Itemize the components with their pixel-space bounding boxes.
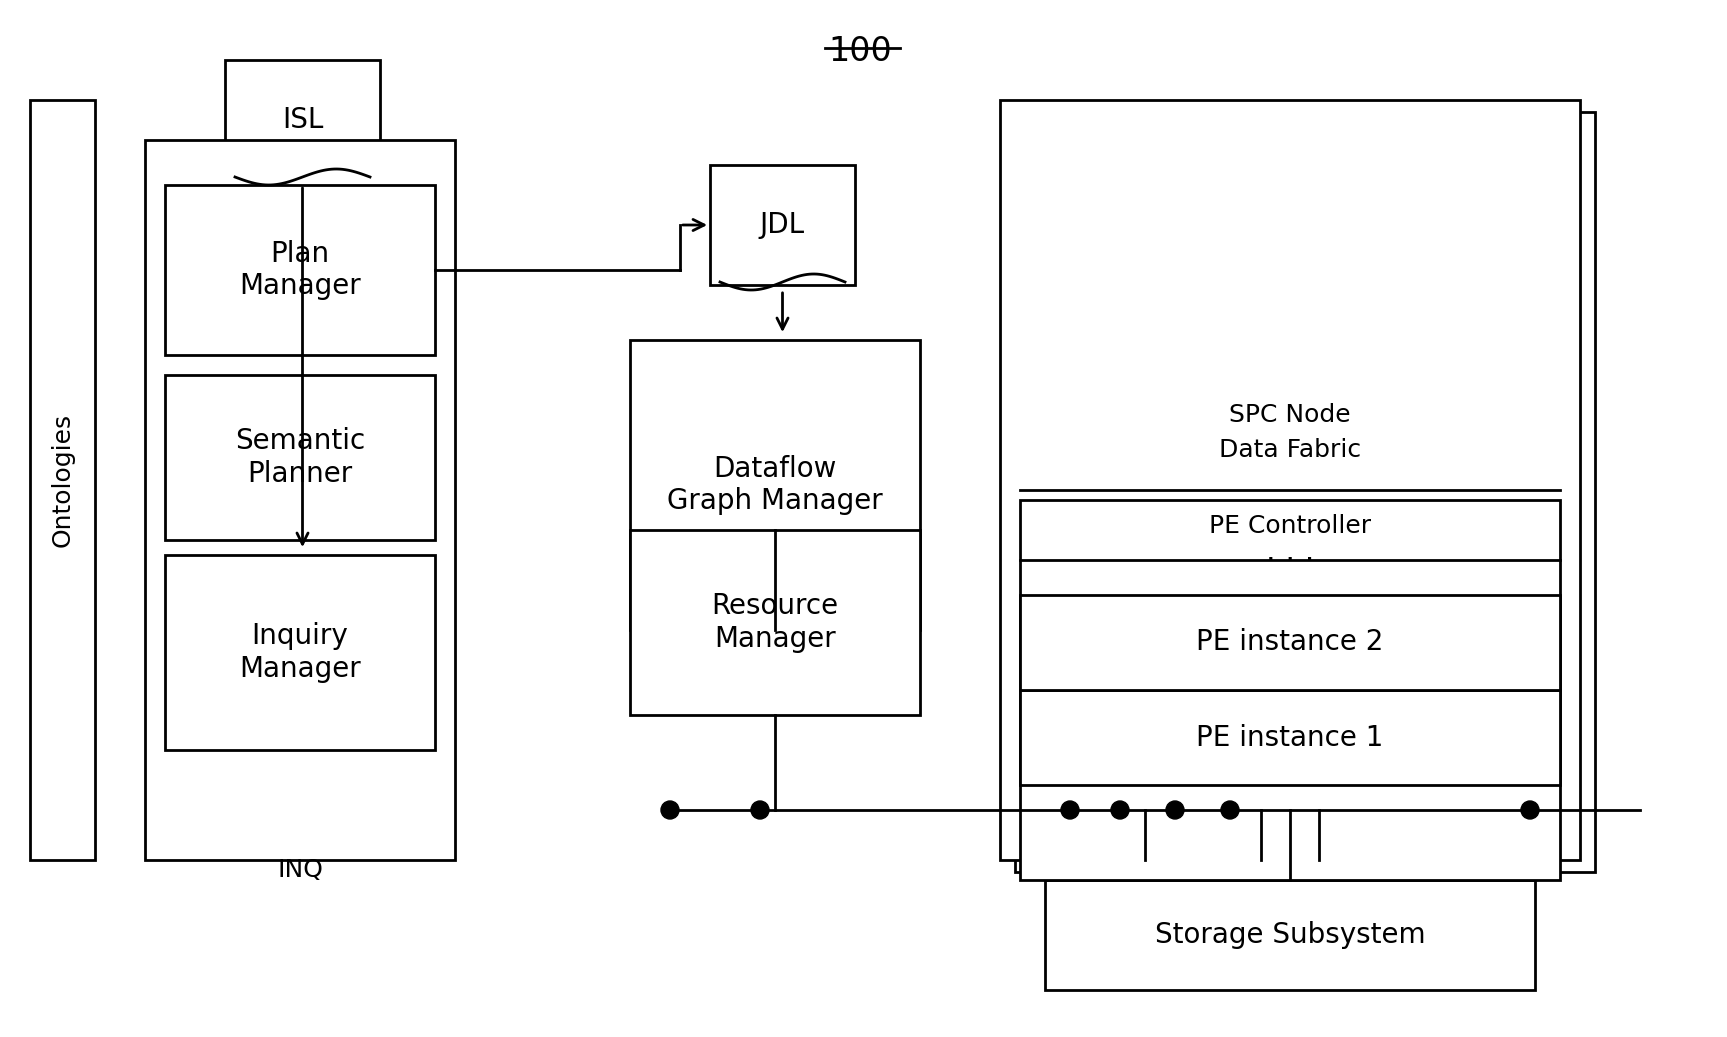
Bar <box>1045 880 1535 990</box>
Text: Ontologies: Ontologies <box>50 413 74 548</box>
Text: Dataflow
Graph Manager: Dataflow Graph Manager <box>667 455 882 515</box>
Bar <box>225 60 380 180</box>
Circle shape <box>1110 801 1129 819</box>
Circle shape <box>751 801 769 819</box>
Bar <box>166 185 435 355</box>
Text: PE instance 1: PE instance 1 <box>1197 724 1383 752</box>
Text: PE Controller: PE Controller <box>1209 514 1371 538</box>
Bar <box>166 375 435 540</box>
Text: Storage Subsystem: Storage Subsystem <box>1155 921 1425 949</box>
Circle shape <box>1521 801 1539 819</box>
Text: Resource
Manager: Resource Manager <box>712 592 839 652</box>
Bar <box>166 555 435 750</box>
Text: SPC Node: SPC Node <box>1230 403 1351 427</box>
Text: JDL: JDL <box>760 211 805 239</box>
Text: ISL: ISL <box>282 106 323 134</box>
Bar <box>145 140 454 860</box>
Bar <box>1015 112 1596 872</box>
Circle shape <box>1221 801 1238 819</box>
Circle shape <box>1060 801 1079 819</box>
Text: Semantic
Planner: Semantic Planner <box>235 427 364 487</box>
Text: Plan
Manager: Plan Manager <box>238 240 361 300</box>
Bar <box>630 530 920 714</box>
Circle shape <box>661 801 679 819</box>
Bar <box>1021 595 1559 690</box>
Bar <box>710 165 855 285</box>
Bar <box>1000 100 1580 860</box>
Text: PE instance 2: PE instance 2 <box>1197 628 1383 656</box>
Text: INQ: INQ <box>276 858 323 882</box>
Bar <box>1021 690 1559 785</box>
Text: Inquiry
Manager: Inquiry Manager <box>238 622 361 682</box>
Text: 100: 100 <box>829 35 891 68</box>
Text: · · ·: · · · <box>1266 548 1314 577</box>
Circle shape <box>1166 801 1185 819</box>
Bar <box>630 340 920 630</box>
Bar <box>29 100 95 860</box>
Bar <box>1021 500 1559 880</box>
Text: Data Fabric: Data Fabric <box>1219 438 1361 463</box>
